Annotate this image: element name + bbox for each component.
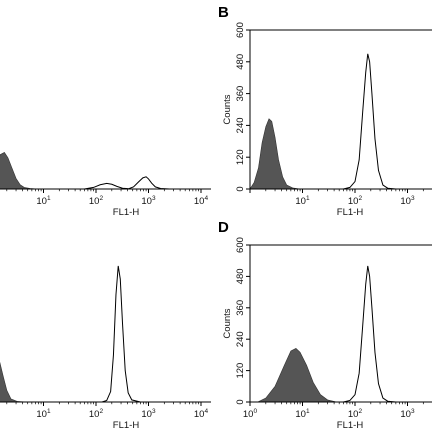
x-tick-label: 101: [36, 408, 51, 420]
x-tick-base: 10: [36, 196, 47, 207]
x-tick-base: 10: [141, 196, 152, 207]
x-tick-exponent: 3: [411, 195, 415, 202]
x-tick-label: 100: [243, 408, 258, 420]
y-tick-label: 240: [235, 331, 246, 347]
y-tick-label: 600: [235, 237, 246, 253]
histogram-filled-series: [0, 361, 28, 402]
x-tick-label: 103: [400, 195, 415, 207]
y-tick-label: 360: [235, 300, 246, 316]
x-tick-base: 10: [348, 196, 359, 207]
y-tick-label: 0: [235, 186, 246, 191]
x-tick-exponent: 1: [47, 195, 51, 202]
y-axis-title: Counts: [222, 308, 233, 338]
histogram-panel-top-left: 101 102 103 104 FL1-H: [0, 152, 211, 218]
x-tick-exponent: 2: [358, 408, 362, 415]
panel-letter-d: D: [218, 219, 229, 236]
x-tick-exponent: 2: [99, 195, 103, 202]
x-tick-label: 103: [141, 408, 156, 420]
y-tick-label: 600: [235, 22, 246, 38]
x-tick-exponent: 1: [306, 408, 310, 415]
x-tick-label: 102: [348, 195, 363, 207]
histogram-filled-series: [257, 347, 337, 402]
x-tick-label: 102: [89, 408, 104, 420]
x-axis-title: FL1-H: [113, 420, 140, 431]
x-tick-base: 10: [295, 409, 306, 420]
x-tick-label: 102: [89, 195, 104, 207]
x-tick-label: 103: [141, 195, 156, 207]
histogram-outline-series: [343, 265, 396, 402]
histogram-outline-series: [84, 176, 170, 189]
x-tick-exponent: 3: [152, 195, 156, 202]
x-tick-label: 101: [36, 195, 51, 207]
y-tick-label: 0: [235, 399, 246, 404]
x-tick-base: 10: [89, 409, 100, 420]
x-tick-label: 103: [400, 408, 415, 420]
x-tick-label: 104: [194, 408, 209, 420]
x-axis-title: FL1-H: [337, 207, 364, 218]
y-tick-label: 120: [235, 363, 246, 379]
x-axis-title: FL1-H: [113, 207, 140, 218]
x-tick-label: 104: [194, 195, 209, 207]
x-tick-exponent: 3: [411, 408, 415, 415]
x-tick-exponent: 2: [358, 195, 362, 202]
x-tick-exponent: 3: [152, 408, 156, 415]
x-tick-base: 10: [348, 409, 359, 420]
x-axis-title: FL1-H: [337, 420, 364, 431]
x-tick-label: 101: [295, 195, 310, 207]
panel-letter-b: B: [218, 4, 229, 21]
x-tick-base: 10: [36, 409, 47, 420]
x-tick-label: 101: [295, 408, 310, 420]
x-tick-base: 10: [243, 409, 254, 420]
x-tick-base: 10: [89, 196, 100, 207]
x-tick-base: 10: [141, 409, 152, 420]
y-tick-label: 120: [235, 149, 246, 165]
histogram-outline-series: [101, 265, 141, 402]
x-tick-base: 10: [295, 196, 306, 207]
x-tick-base: 10: [194, 196, 205, 207]
y-tick-label: 480: [235, 268, 246, 284]
y-tick-label: 360: [235, 86, 246, 102]
x-tick-exponent: 4: [204, 195, 208, 202]
x-tick-base: 10: [400, 196, 411, 207]
histogram-panel-bottom-left: 101 102 103 104 FL1-H: [0, 265, 211, 431]
histogram-filled-series: [0, 152, 39, 189]
x-tick-exponent: 1: [47, 408, 51, 415]
y-axis-title: Counts: [222, 94, 233, 124]
x-tick-base: 10: [194, 409, 205, 420]
x-tick-base: 10: [400, 409, 411, 420]
x-tick-exponent: 4: [204, 408, 208, 415]
x-tick-exponent: 1: [306, 195, 310, 202]
y-tick-label: 240: [235, 117, 246, 133]
histogram-outline-series: [343, 53, 396, 189]
x-tick-exponent: 0: [253, 408, 257, 415]
histogram-filled-series: [250, 118, 301, 189]
x-tick-exponent: 2: [99, 408, 103, 415]
x-tick-label: 102: [348, 408, 363, 420]
y-tick-label: 480: [235, 54, 246, 70]
